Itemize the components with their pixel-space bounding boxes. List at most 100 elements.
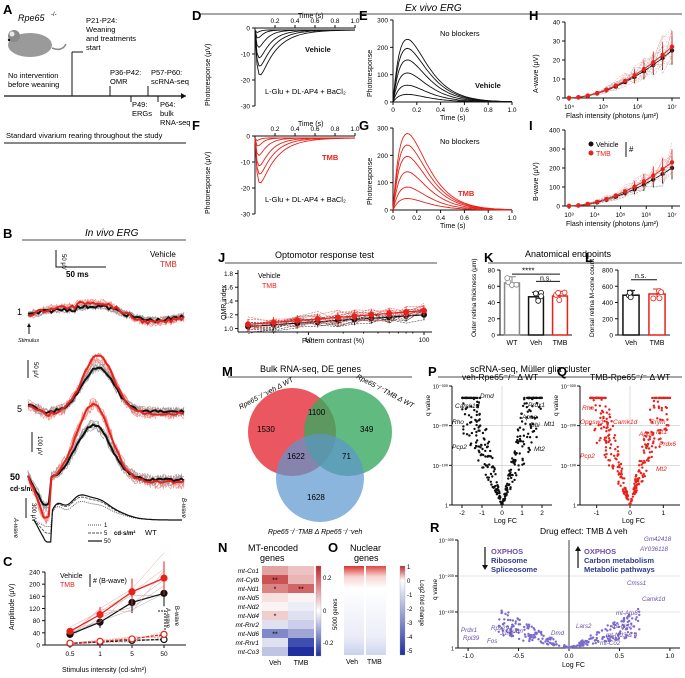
time-tick-label: 0.2 [270, 126, 279, 133]
r-point [503, 618, 506, 621]
n-cell [262, 584, 288, 593]
panel-a-timeline: Rpe65 -/- P21-P24: Weaning and treatment… [4, 12, 190, 144]
volcano-point [513, 458, 516, 462]
wt-leg-wt: WT [145, 528, 157, 537]
r-point [625, 627, 629, 631]
volcano-point [527, 432, 530, 435]
y-tick-label: 400 [602, 300, 613, 307]
x-tick-label: 10⁶ [641, 212, 651, 219]
legend-tmb: TMB [160, 260, 177, 269]
volcano-point [515, 474, 518, 477]
y-tick-label: 20 [553, 58, 561, 65]
c-awave-tmb-point [128, 635, 136, 643]
volcano-point [490, 483, 493, 486]
volcano-point [665, 413, 668, 416]
dot-tmb [650, 295, 657, 302]
r-point [591, 642, 595, 645]
j-tmb-individual [247, 308, 425, 331]
r-point [555, 643, 558, 646]
k-sig-ns: n.s. [540, 276, 551, 283]
volcano-point [468, 421, 472, 424]
r-point [506, 614, 509, 617]
erg-50-tmb-mean [27, 402, 185, 519]
c-bwave: B-wave [173, 606, 179, 627]
o-scale-tick: 0 [407, 579, 411, 585]
volcano-point [599, 416, 602, 420]
volcano-point [657, 429, 660, 432]
panel-label-q: Q [557, 364, 567, 379]
gene-label: Prdx6 [659, 441, 676, 448]
volcano-point [605, 411, 609, 414]
r-point [500, 627, 503, 630]
r-gene-label: Gm42418 [644, 536, 672, 543]
volcano-point [652, 440, 655, 443]
dot-veh [532, 290, 539, 297]
volcano-point [662, 396, 666, 400]
volcano-point [608, 459, 612, 462]
x-tick-label: 10⁴ [590, 212, 600, 219]
volcano-point [594, 396, 597, 400]
c-sig: # (B-wave) [93, 578, 127, 585]
volcano-point [617, 461, 620, 464]
photoresponse-trace [392, 155, 512, 211]
volcano-point [639, 471, 643, 475]
volcano-point [598, 404, 602, 407]
r-xlabel: Log FC [562, 662, 585, 669]
j-ytick-label: 1.8 [224, 271, 233, 278]
j-ytick-label: 1.4 [224, 299, 233, 306]
j-xtick-label: 10 [305, 337, 313, 344]
photoresponse-trace [392, 133, 513, 211]
n-cell [288, 629, 314, 638]
volcano-point [521, 459, 524, 462]
curve-tmb-individual [568, 51, 673, 99]
r-gene-label: Jun [512, 628, 524, 635]
r-up-arrow-head [575, 546, 581, 551]
volcano-point [470, 431, 474, 435]
r-point [505, 629, 508, 632]
j-tmb-point [403, 309, 410, 316]
volcano-point [640, 460, 643, 463]
n-cell [288, 647, 314, 656]
erg-1-tmb-mean [27, 300, 185, 326]
y-label: Photoresponse [367, 158, 374, 205]
j-tmb-individual [247, 305, 425, 328]
r-point [498, 618, 501, 621]
panel-c-amplitude: Amplitude (μV) Stimulus intensity (cd·s/… [9, 552, 186, 674]
r-point [604, 640, 607, 643]
volcano-point [525, 402, 528, 405]
c-bwave-veh-individual [69, 592, 165, 634]
r-point [600, 629, 604, 632]
volcano-point [489, 472, 493, 476]
n-title2: genes [260, 553, 285, 563]
o-title1: Nuclear [350, 543, 381, 553]
r-xtick-label: 1.0 [665, 653, 674, 660]
r-point [517, 631, 520, 634]
n-gene-label: mt-Nd6 [238, 631, 260, 638]
gene-label: Dbi [530, 422, 540, 429]
time-tick-label: 0.6 [310, 18, 319, 25]
erg-wt-trace [33, 496, 182, 534]
y-tick-label: 100 [377, 72, 388, 79]
volcano-point [510, 460, 513, 464]
j-ytick-label: 1.0 [224, 326, 233, 333]
timeline-t3: P57-P60: [151, 68, 182, 77]
volcano-point [516, 435, 519, 438]
r-point [531, 638, 534, 642]
r-point [548, 636, 551, 639]
volcano-point [659, 428, 662, 432]
volcano-point [628, 502, 631, 506]
o-scale-label: Log2 fold change [418, 580, 424, 627]
volcano-point [514, 471, 517, 475]
curve-tmb-individual [568, 40, 673, 99]
r-point [595, 633, 598, 636]
volcano-point [615, 458, 618, 461]
trace-group-name: Vehicle [305, 45, 331, 54]
r-ytick-label: 10⁻²⁰⁰ [439, 574, 455, 581]
panel-label-k: K [484, 250, 494, 265]
y-tick-label: 0 [246, 134, 250, 141]
c-ytick-label: 40 [33, 630, 41, 637]
n-cell [288, 602, 314, 611]
timeline-t2: P36-P42: [110, 68, 141, 77]
volcano-point [478, 396, 482, 400]
volcano-point [529, 424, 532, 428]
